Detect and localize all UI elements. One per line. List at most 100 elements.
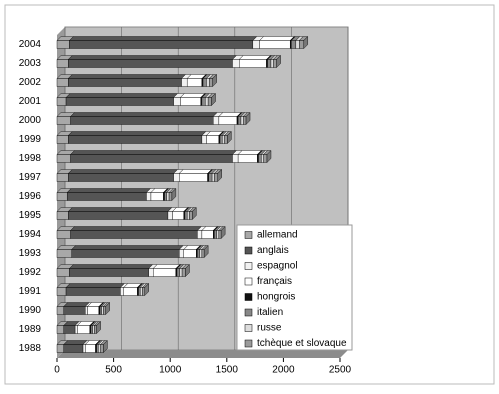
bar-segment [63, 306, 86, 315]
bar-segment [214, 230, 217, 239]
bar-end [103, 340, 108, 353]
bar-end [245, 112, 251, 125]
bar-segment [68, 78, 182, 87]
bar-segment [123, 287, 138, 296]
legend-label: allemand [257, 230, 298, 241]
legend-box [236, 224, 353, 351]
bar-segment [213, 116, 220, 125]
bar-top [70, 226, 202, 231]
bar-segment [239, 59, 267, 68]
bar-segment [146, 192, 152, 201]
y-tick-label: 1998 [19, 153, 42, 164]
bar-segment [179, 249, 184, 258]
x-tick-label: 1000 [159, 365, 182, 376]
x-tick-label: 500 [105, 365, 122, 376]
bar-segment [237, 116, 242, 125]
bar-segment [85, 306, 88, 315]
bars: 2004 2003 2002 2001 2000 1999 1998 1997 1996 1995… [19, 36, 309, 354]
legend-label: russe [257, 323, 282, 334]
bar-segment [263, 154, 268, 163]
bar-top [70, 112, 218, 117]
bar-segment [259, 40, 291, 49]
bar-end [144, 283, 149, 296]
bar-segment [153, 268, 177, 277]
bar-top [178, 169, 213, 174]
bar-segment [201, 249, 205, 258]
bar-segment [56, 306, 64, 315]
bar-top [67, 207, 173, 212]
bar-top [71, 245, 184, 250]
bar-segment [56, 78, 69, 87]
bar-segment [243, 116, 247, 125]
legend-label: tchèque et slovaque [257, 338, 347, 349]
bar-top [67, 74, 187, 79]
bar-end [266, 150, 272, 163]
bar-segment [222, 135, 225, 144]
bar-end [212, 74, 217, 87]
bar-segment [219, 135, 223, 144]
legend-swatch [244, 231, 253, 239]
bar-segment [164, 192, 168, 201]
bar-segment [291, 40, 297, 49]
bar-segment [216, 230, 220, 239]
bar-segment [56, 154, 71, 163]
legend-swatch [244, 308, 253, 317]
legend-swatch [244, 339, 253, 348]
x-tick-label: 2000 [272, 365, 295, 376]
bar-end [217, 169, 222, 182]
bar-top [65, 283, 125, 288]
bar-segment [173, 173, 180, 182]
bar-segment [101, 306, 104, 315]
bar-top [259, 36, 295, 41]
bar-top [67, 169, 179, 174]
bar-segment [87, 306, 100, 315]
bar-segment [56, 287, 67, 296]
legend: allemand anglais espagnol français hongrois i… [244, 230, 347, 349]
bar-top [70, 150, 237, 155]
bar-segment [201, 135, 207, 144]
legend-label: italien [257, 307, 283, 318]
bar-segment [85, 344, 96, 353]
y-tick-label: 2002 [19, 77, 42, 88]
bar-segment [96, 344, 99, 353]
bar-segment [56, 325, 64, 334]
bar-segment [240, 116, 244, 125]
bar-segment [56, 173, 69, 182]
bar-end [220, 226, 226, 239]
bar-segment [77, 325, 91, 334]
bar-segment [142, 287, 145, 296]
bar-segment [68, 135, 203, 144]
y-tick-label: 1997 [19, 172, 42, 183]
floor [57, 350, 348, 358]
bar-segment [63, 344, 84, 353]
bar-end [203, 245, 209, 258]
bar-segment [211, 173, 215, 182]
bar-end [211, 93, 216, 106]
bar-segment [299, 40, 304, 49]
bar-segment [273, 59, 277, 68]
y-tick-label: 2001 [19, 96, 42, 107]
bar-top [66, 188, 151, 193]
legend-swatch [244, 324, 253, 332]
bar-segment [295, 40, 300, 49]
bar-segment [270, 59, 274, 68]
bar-segment [214, 173, 218, 182]
legend-label: anglais [257, 245, 289, 256]
bar-segment [207, 97, 212, 106]
bar-segment [261, 154, 264, 163]
y-tick-label: 1990 [19, 305, 42, 316]
bar-segment [205, 97, 209, 106]
bar-segment [70, 154, 233, 163]
bar-segment [56, 116, 71, 125]
bar-segment [172, 211, 184, 220]
bar-end [105, 302, 110, 315]
bar-end [185, 264, 190, 277]
bar-segment [140, 287, 143, 296]
bar-segment [56, 59, 69, 68]
legend-swatch [244, 277, 253, 286]
bar-segment [267, 59, 272, 68]
bar-segment [218, 116, 238, 125]
bar-segment [100, 344, 104, 353]
bar-segment [63, 325, 76, 334]
